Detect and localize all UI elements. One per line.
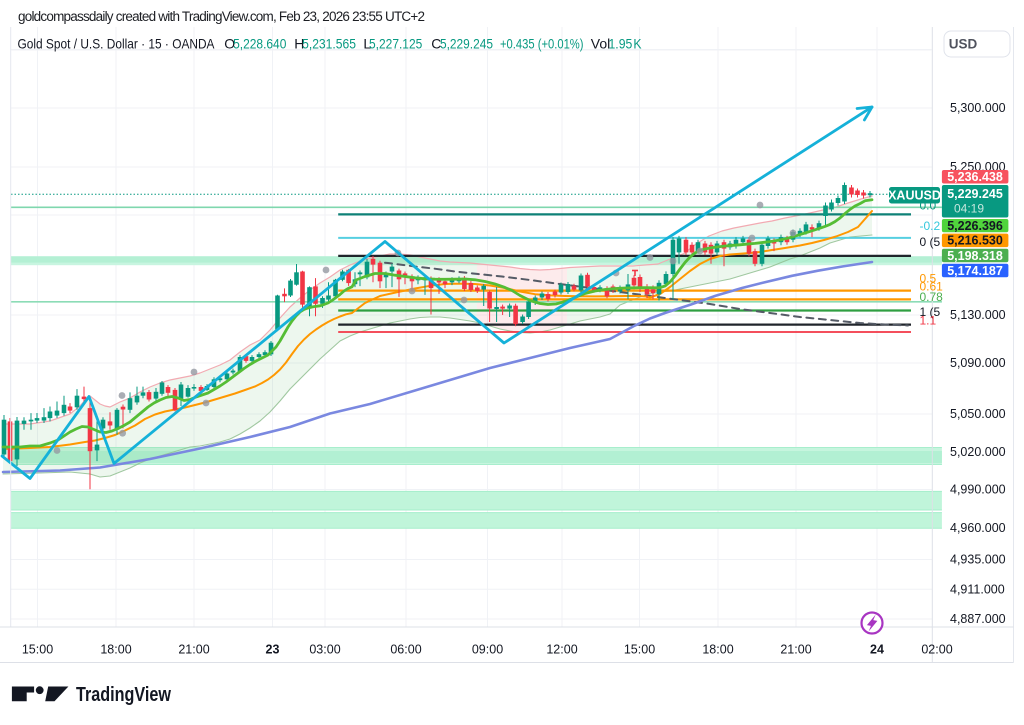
svg-text:goldcompassdaily created with: goldcompassdaily created with TradingVie… (18, 9, 425, 24)
svg-text:4,990.000: 4,990.000 (950, 483, 1006, 497)
svg-text:5,174.187: 5,174.187 (947, 264, 1003, 278)
svg-text:4,935.000: 4,935.000 (950, 553, 1006, 567)
svg-text:5,090.000: 5,090.000 (950, 356, 1006, 370)
svg-text:XAUUSD: XAUUSD (888, 189, 941, 203)
svg-text:18:00: 18:00 (702, 643, 733, 657)
svg-text:1 (5: 1 (5 (920, 305, 941, 319)
svg-text:12:00: 12:00 (546, 643, 577, 657)
svg-text:23: 23 (266, 643, 280, 657)
svg-text:5,226.396: 5,226.396 (947, 219, 1003, 233)
svg-text:5,236.438: 5,236.438 (947, 170, 1003, 184)
svg-text:5,198.318: 5,198.318 (947, 249, 1003, 263)
svg-text:0 (5: 0 (5 (920, 235, 941, 249)
svg-text:5,229.245: 5,229.245 (947, 187, 1003, 201)
svg-text:21:00: 21:00 (178, 643, 209, 657)
svg-text:02:00: 02:00 (921, 643, 952, 657)
svg-text:03:00: 03:00 (309, 643, 340, 657)
svg-text:Gold Spot / U.S. Dollar · 15 ·: Gold Spot / U.S. Dollar · 15 · OANDA O5,2… (18, 36, 643, 52)
svg-text:5,050.000: 5,050.000 (950, 407, 1006, 421)
svg-text:4,911.000: 4,911.000 (950, 583, 1005, 597)
svg-text:15:00: 15:00 (22, 643, 53, 657)
svg-text:5,300.000: 5,300.000 (950, 101, 1006, 115)
svg-text:4,960.000: 4,960.000 (950, 521, 1006, 535)
svg-text:24: 24 (870, 643, 884, 657)
svg-text:18:00: 18:00 (100, 643, 131, 657)
svg-text:4,887.000: 4,887.000 (950, 612, 1006, 626)
svg-text:0.78: 0.78 (920, 290, 944, 304)
svg-text:09:00: 09:00 (472, 643, 503, 657)
svg-text:5,216.530: 5,216.530 (947, 234, 1003, 248)
svg-text:1.1: 1.1 (920, 314, 937, 328)
svg-text:TradingView: TradingView (76, 684, 171, 706)
svg-text:USD: USD (949, 37, 978, 52)
svg-text:21:00: 21:00 (780, 643, 811, 657)
svg-text:04:19: 04:19 (954, 202, 984, 216)
svg-text:0.5: 0.5 (920, 272, 937, 286)
svg-text:-0.2: -0.2 (920, 219, 941, 233)
svg-text:5,020.000: 5,020.000 (950, 445, 1006, 459)
svg-text:5,130.000: 5,130.000 (950, 308, 1006, 322)
svg-text:15:00: 15:00 (624, 643, 655, 657)
svg-text:0.61: 0.61 (920, 279, 944, 293)
svg-text:06:00: 06:00 (390, 643, 421, 657)
